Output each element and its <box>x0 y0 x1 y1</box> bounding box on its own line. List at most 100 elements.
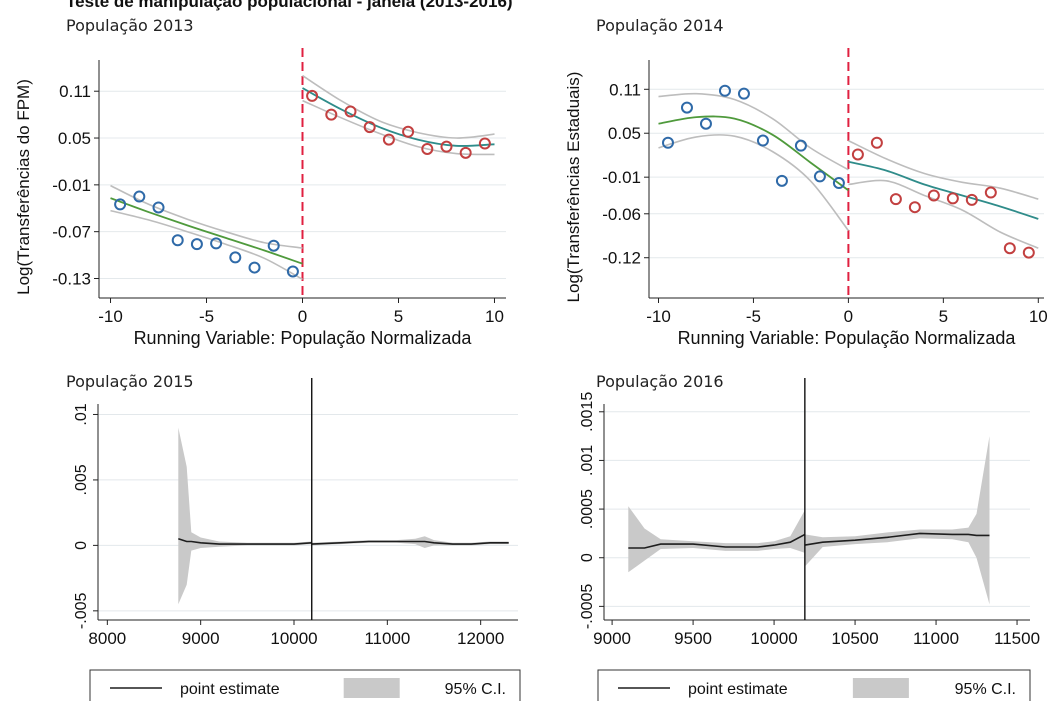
ci-upper-line <box>302 74 495 139</box>
x-tick-label: 0 <box>844 307 853 326</box>
panel-title-2013: População 2013 <box>66 16 194 35</box>
y-tick-label: -0.07 <box>52 223 91 242</box>
bin-point <box>363 121 376 134</box>
bin-point <box>421 142 434 155</box>
bin-point <box>171 234 184 247</box>
bin-point <box>718 84 731 97</box>
y-tick-label: -.0005 <box>579 584 596 629</box>
bin-point <box>1022 246 1035 259</box>
bin-point <box>832 177 845 190</box>
legend-band-swatch <box>343 678 400 698</box>
y-tick-label: .005 <box>73 464 90 495</box>
bin-point <box>889 193 902 206</box>
x-tick-label: 12000 <box>457 629 504 648</box>
fit-line <box>302 87 495 147</box>
y-tick-label: .001 <box>579 445 596 476</box>
bin-point <box>286 265 299 278</box>
y-tick-label: 0.11 <box>609 80 641 99</box>
x-tick-label: 5 <box>939 307 948 326</box>
ci-upper-line <box>848 139 1039 200</box>
y-tick-label: .0015 <box>579 392 596 432</box>
x-tick-label: -5 <box>746 307 761 326</box>
ci-upper-line <box>110 184 303 249</box>
point-estimate-line <box>628 533 806 549</box>
y-tick-label: 0.05 <box>58 129 91 148</box>
estimate-plot-2015: -.005 0 .005 .01 8000 9000 10000 11000 12000 poin… <box>73 378 521 701</box>
rd-plot-2014: -0.12 -0.06 -0.01 0.05 0.11 -10 -5 0 5 10 Running … <box>564 48 1048 348</box>
bin-point <box>908 201 921 214</box>
bin-point <box>210 237 223 250</box>
bin-point <box>870 136 883 149</box>
bin-point <box>946 192 959 205</box>
fit-line <box>110 197 303 265</box>
x-tick-label: 8000 <box>88 629 126 648</box>
ci-band <box>804 436 990 605</box>
ci-lower-line <box>658 133 850 232</box>
x-tick-label: 9000 <box>182 629 220 648</box>
bin-point <box>478 137 491 150</box>
y-axis-label: Log(Transferências do FPM) <box>14 79 33 295</box>
fit-line <box>658 115 849 192</box>
bin-point <box>114 198 127 211</box>
y-tick-label: -0.06 <box>602 205 641 224</box>
x-tick-label: 0 <box>298 307 307 326</box>
bin-point <box>794 139 807 152</box>
bin-point <box>440 140 453 153</box>
y-tick-label: 0.05 <box>608 124 641 143</box>
legend-label-ci: 95% C.I. <box>955 681 1016 698</box>
bin-point <box>737 87 750 100</box>
bin-point <box>775 174 788 187</box>
bin-point <box>927 189 940 202</box>
x-tick-label: 9000 <box>593 629 631 648</box>
bin-point <box>1003 242 1016 255</box>
bin-point <box>344 105 357 118</box>
bin-point <box>325 108 338 121</box>
panel-title-2015: População 2015 <box>66 372 194 391</box>
x-tick-label: -10 <box>646 307 671 326</box>
legend-label-point-estimate: point estimate <box>180 681 280 698</box>
bin-point <box>756 134 769 147</box>
bin-point <box>965 193 978 206</box>
bin-point <box>229 251 242 264</box>
bin-point <box>661 136 674 149</box>
x-tick-label: 5 <box>394 307 403 326</box>
y-tick-label: -0.12 <box>602 249 641 268</box>
figure-title: Teste de manipulação populacional - jane… <box>66 0 513 11</box>
x-tick-label: 10000 <box>750 629 797 648</box>
bin-point <box>133 190 146 203</box>
bin-point <box>984 186 997 199</box>
bin-point <box>402 125 415 138</box>
point-estimate-line <box>178 538 312 545</box>
y-tick-label: 0 <box>73 541 90 550</box>
x-tick-label: 10500 <box>831 629 878 648</box>
x-axis-label: Running Variable: População Normalizada <box>678 328 1017 348</box>
y-axis-label: Log(Transferências Estaduais) <box>564 72 583 303</box>
panel-title-2014: População 2014 <box>596 16 724 35</box>
bin-point <box>680 101 693 114</box>
y-tick-label: -.005 <box>73 593 90 630</box>
estimate-plot-2016: -.0005 0 .0005 .001 .0015 9000 9500 10000 10500 1… <box>579 378 1040 701</box>
x-tick-label: 9500 <box>674 629 712 648</box>
bin-point <box>851 148 864 161</box>
x-tick-label: 10000 <box>270 629 317 648</box>
y-tick-label: .0005 <box>579 489 596 529</box>
rd-plot-2013: -0.13 -0.07 -0.01 0.05 0.11 -10 -5 0 5 10 Running … <box>14 48 506 348</box>
ci-lower-line <box>302 99 495 156</box>
x-tick-label: 10 <box>485 307 504 326</box>
x-tick-label: 11500 <box>994 629 1040 648</box>
legend-band-swatch <box>852 678 909 698</box>
point-estimate-line <box>804 532 990 546</box>
fit-line <box>848 160 1039 220</box>
bin-point <box>306 89 319 102</box>
y-tick-label: -0.01 <box>52 176 91 195</box>
legend-box <box>597 669 1031 701</box>
x-tick-label: 10 <box>1029 307 1048 326</box>
legend-label-ci: 95% C.I. <box>445 681 506 698</box>
bin-point <box>248 261 261 274</box>
ci-band <box>178 427 312 605</box>
bin-point <box>699 117 712 130</box>
bin-point <box>813 170 826 183</box>
y-tick-label: 0 <box>579 553 596 562</box>
point-estimate-line <box>311 540 509 545</box>
